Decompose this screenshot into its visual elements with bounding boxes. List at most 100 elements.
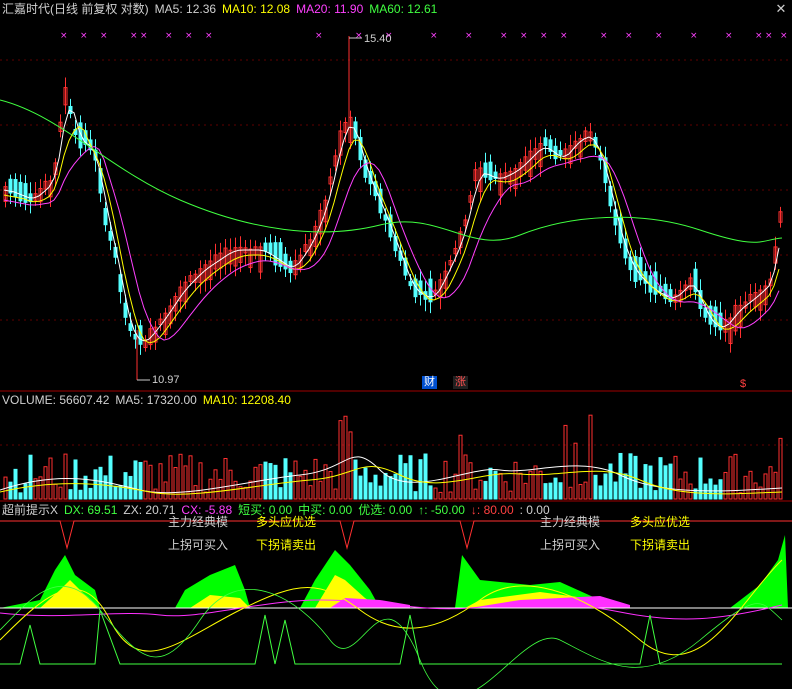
marker-x: ×: [185, 31, 193, 41]
volume-bar: [683, 471, 688, 500]
label-main-2: 主力经典模: [540, 515, 601, 529]
volume-bar: [473, 488, 478, 500]
volume-bar: [18, 492, 23, 500]
volume-bar: [763, 473, 768, 500]
volume-bar: [528, 470, 533, 500]
volume-bar: [273, 464, 278, 500]
volume-bar: [253, 466, 258, 500]
candle: [128, 323, 133, 331]
volume-bar: [293, 460, 298, 500]
candle: [338, 130, 343, 156]
marker-x: ×: [540, 31, 548, 41]
volume-bar: [363, 467, 368, 500]
volume-bar: [113, 485, 118, 500]
candle: [293, 260, 298, 276]
volume-bar: [383, 472, 388, 500]
candle: [143, 339, 148, 348]
volume-bar: [613, 481, 618, 500]
candle: [543, 137, 548, 147]
volume-bar: [298, 475, 303, 500]
volume-bar: [338, 420, 343, 500]
volume-bar: [698, 457, 703, 500]
down-arrow-value: ↓: 80.00: [470, 503, 514, 517]
marker-x: ×: [465, 31, 473, 41]
volume-bar: [398, 454, 403, 500]
candle: [748, 293, 753, 302]
indicator-name: 超前提示X: [2, 503, 59, 517]
signal-bracket: [0, 520, 792, 550]
candle: [758, 289, 763, 311]
volume-bar: [688, 483, 693, 500]
label-buy-2: 上拐可买入: [540, 538, 601, 552]
volume-bar: [578, 483, 583, 500]
candle: [3, 186, 8, 202]
volume-bar: [663, 465, 668, 500]
label-sell-1: 下拐请卖出: [256, 538, 317, 552]
volume-bar: [303, 469, 308, 500]
volume-bar: [463, 454, 468, 500]
volume-bar: [343, 415, 348, 500]
candle: [233, 247, 238, 267]
marker-x: ×: [355, 31, 363, 41]
volume-bar: [573, 442, 578, 500]
volume-bar: [738, 492, 743, 500]
candle: [308, 239, 313, 257]
volume-header: VOLUME: 56607.42 MA5: 17320.00 MA10: 12208…: [2, 393, 297, 407]
volume-bar: [163, 481, 168, 500]
volume-bar: [588, 414, 593, 500]
dollar-badge[interactable]: $: [740, 378, 747, 390]
candle: [493, 171, 498, 179]
volume-bar: [743, 475, 748, 500]
candle: [768, 278, 773, 287]
marker-x: ×: [315, 31, 323, 41]
dx-line: [0, 586, 783, 689]
candle: [258, 246, 263, 273]
candle: [603, 157, 608, 184]
candle: [443, 270, 448, 289]
rise-badge[interactable]: 涨: [453, 376, 468, 389]
candle: [383, 214, 388, 221]
candle: [188, 275, 193, 282]
volume-bar: [198, 462, 203, 500]
finance-badge[interactable]: 财: [422, 376, 437, 389]
volume-bar: [88, 487, 93, 500]
candle: [498, 173, 503, 196]
close-icon[interactable]: ✕: [775, 1, 787, 16]
volume-bar: [223, 458, 228, 500]
volume-bar: [13, 468, 18, 500]
volume-bar: [703, 483, 708, 500]
candle: [103, 208, 108, 226]
volume-bar: [248, 480, 253, 500]
label-duokong-2: 多头应优选: [630, 515, 691, 529]
volume-bar: [773, 471, 778, 500]
volume-bar: [718, 479, 723, 500]
candle: [43, 180, 48, 190]
volume-bar: [83, 475, 88, 500]
volume-bar: [53, 483, 58, 500]
candle: [403, 257, 408, 276]
candle: [778, 211, 783, 223]
volume-bar: [443, 460, 448, 500]
candle: [478, 167, 483, 193]
volume-bar: [153, 488, 158, 500]
candle: [283, 253, 288, 270]
marker-x: ×: [625, 31, 633, 41]
volume-bar: [178, 453, 183, 500]
candle: [408, 281, 413, 287]
candle: [688, 277, 693, 290]
marker-x: ×: [600, 31, 608, 41]
candle: [263, 242, 268, 252]
candle: [18, 181, 23, 202]
volume-bar: [418, 459, 423, 500]
volume-bar: [358, 475, 363, 500]
zx-line: [0, 559, 783, 656]
candle: [763, 285, 768, 306]
dx-area: [455, 555, 630, 608]
volume-bar: [723, 471, 728, 500]
volume-bar: [143, 460, 148, 500]
ma60-value: MA60: 12.61: [369, 2, 438, 16]
candle: [458, 231, 463, 248]
indicator-header: 超前提示X DX: 69.51 ZX: 20.71 CX: -5.88 短买: 0.00…: [2, 503, 556, 517]
volume-bar: [693, 488, 698, 500]
